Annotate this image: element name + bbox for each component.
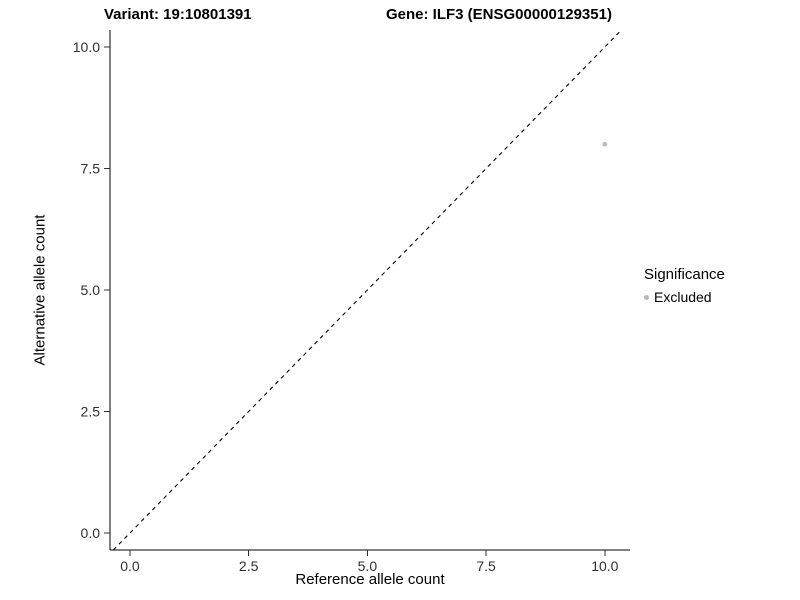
x-tick-label: 5.0 [358, 558, 378, 574]
y-tick-label: 2.5 [81, 403, 101, 419]
y-tick-label: 5.0 [81, 282, 101, 298]
y-tick-label: 0.0 [81, 525, 101, 541]
x-tick-label: 0.0 [120, 558, 140, 574]
legend-title: Significance [644, 266, 725, 283]
data-point [602, 141, 608, 147]
y-tick-label: 10.0 [73, 39, 100, 55]
x-tick-label: 7.5 [476, 558, 496, 574]
legend-item-excluded: Excluded [644, 289, 725, 305]
x-axis-label: Reference allele count [295, 571, 445, 588]
x-tick-label: 10.0 [591, 558, 618, 574]
x-tick-label: 2.5 [239, 558, 259, 574]
plot-title-variant: Variant: 19:10801391 [104, 6, 252, 23]
y-tick-label: 7.5 [81, 161, 101, 177]
legend-item-label: Excluded [654, 289, 712, 305]
legend: Significance Excluded [644, 266, 725, 305]
identity-line [112, 29, 622, 551]
plot-title-gene: Gene: ILF3 (ENSG00000129351) [386, 6, 612, 23]
legend-point-swatch [644, 294, 649, 300]
